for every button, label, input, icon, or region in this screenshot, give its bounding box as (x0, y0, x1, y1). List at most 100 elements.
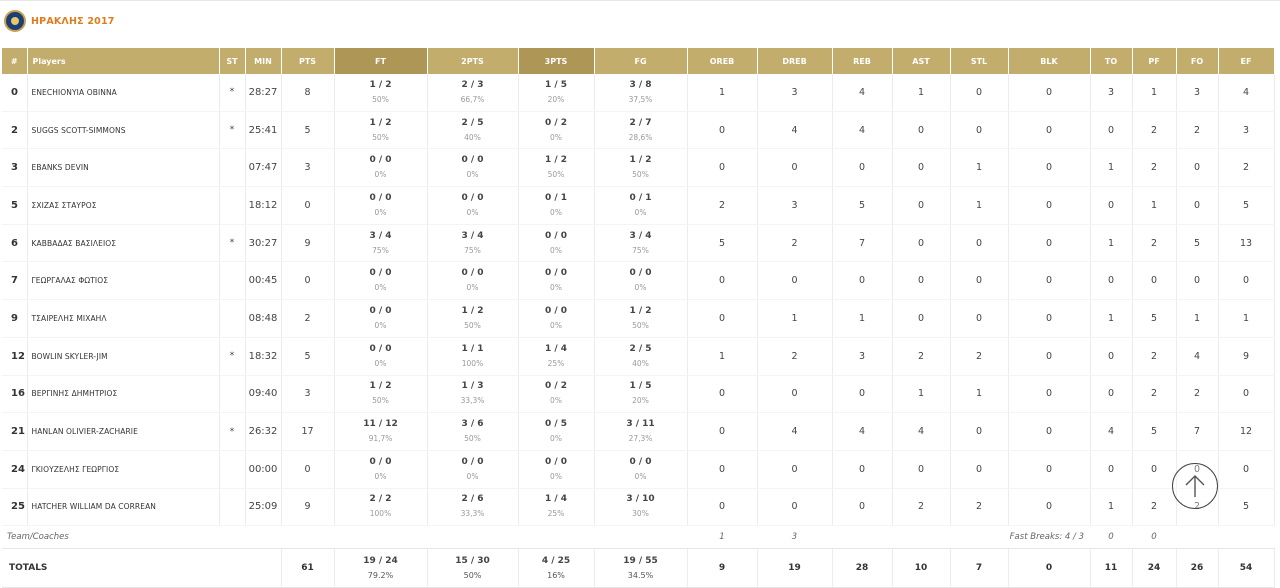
two-pointers: 0 / 0 0% (427, 186, 519, 225)
blocks: 0 (1008, 224, 1091, 263)
player-row: 6 ΚΑΒΒΑΔΑΣ ΒΑΣΙΛΕΙΟΣ * 30:27 9 3 / 4 75% 3 / 4 7… (2, 224, 1275, 263)
three-pointers-pct: 0% (550, 320, 562, 330)
two-pointers-made: 3 / 6 (461, 419, 484, 430)
blocks: 0 (1008, 375, 1091, 414)
three-pointers-made: 0 / 0 (544, 305, 568, 316)
blocks: 0 (1008, 261, 1091, 301)
steals: 0 (950, 74, 1009, 112)
two-pointers: 2 / 3 66,7% (427, 74, 519, 112)
two-pointers-pct: 0% (466, 283, 479, 293)
three-pointers: 1 / 4 25% (518, 488, 595, 527)
totals-ft-pct: 79.2% (367, 570, 394, 580)
team-name[interactable]: ΗΡΑΚΛΗΣ 2017 (31, 16, 115, 27)
starter-mark (219, 148, 246, 188)
defensive-rebounds: 0 (757, 450, 833, 489)
player-name[interactable]: ΚΑΒΒΑΔΑΣ ΒΑΣΙΛΕΙΟΣ (27, 224, 220, 263)
totals-fg: 19 / 55 34.5% (594, 548, 688, 588)
efficiency: 9 (1218, 337, 1275, 376)
player-name[interactable]: HANLAN OLIVIER-ZACHARIE (27, 412, 220, 451)
points: 5 (281, 111, 335, 150)
free-throws: 2 / 2 100% (334, 488, 428, 527)
scroll-to-top-button[interactable] (1172, 463, 1218, 509)
field-goals-made: 2 / 5 (629, 343, 652, 354)
coaches-oreb: 1 (687, 525, 757, 550)
totals-ast: 10 (892, 548, 951, 588)
player-name[interactable]: EBANKS DEVIN (27, 148, 220, 188)
defensive-rebounds: 2 (757, 224, 833, 263)
turnovers: 0 (1090, 261, 1133, 301)
player-row: 2 SUGGS SCOTT-SIMMONS * 25:41 5 1 / 2 50% 2 / 5… (2, 111, 1275, 150)
team-crest-icon (4, 10, 26, 32)
field-goals: 0 / 0 0% (594, 450, 688, 489)
field-goals-pct: 50% (632, 320, 649, 330)
blocks: 0 (1008, 299, 1091, 338)
free-throws-pct: 0% (374, 170, 387, 180)
steals: 2 (950, 337, 1009, 376)
totals-2pts: 15 / 30 50% (427, 548, 519, 588)
free-throws: 1 / 2 50% (334, 74, 428, 112)
free-throws-made: 1 / 2 (369, 381, 392, 392)
two-pointers-made: 2 / 6 (461, 494, 484, 505)
minutes: 07:47 (245, 148, 282, 188)
rebounds: 0 (832, 261, 893, 301)
defensive-rebounds: 4 (757, 412, 833, 451)
field-goals-pct: 75% (632, 245, 649, 255)
player-name[interactable]: SUGGS SCOTT-SIMMONS (27, 111, 220, 150)
minutes: 00:45 (245, 261, 282, 301)
two-pointers-made: 3 / 4 (461, 230, 484, 241)
fouls-drawn: 4 (1176, 337, 1219, 376)
totals-fo: 26 (1176, 548, 1219, 588)
team-coaches-row: Team/Coaches 1 3 Fast Breaks: 4 / 3 0 0 (2, 525, 1274, 550)
field-goals-pct: 27,3% (628, 434, 653, 444)
field-goals-made: 1 / 5 (629, 381, 652, 392)
offensive-rebounds: 0 (687, 111, 758, 150)
three-pointers-pct: 25% (547, 509, 565, 519)
minutes: 25:09 (245, 488, 282, 527)
player-name[interactable]: BOWLIN SKYLER-JIM (27, 337, 220, 376)
efficiency: 2 (1218, 148, 1275, 188)
three-pointers: 1 / 4 25% (518, 337, 595, 376)
totals-ft: 19 / 24 79.2% (334, 548, 428, 588)
rebounds: 4 (832, 412, 893, 451)
field-goals-made: 3 / 10 (626, 494, 655, 505)
player-number: 9 (2, 299, 28, 338)
player-name[interactable]: HATCHER WILLIAM DA CORREAN (27, 488, 220, 527)
totals-reb: 28 (832, 548, 893, 588)
three-pointers-made: 0 / 0 (544, 268, 568, 279)
field-goals-pct: 40% (632, 358, 649, 368)
personal-fouls: 5 (1132, 299, 1177, 338)
defensive-rebounds: 0 (757, 261, 833, 301)
three-pointers: 0 / 5 0% (518, 412, 595, 451)
totals-ft-made: 19 / 24 (363, 555, 398, 566)
field-goals-made: 3 / 4 (629, 230, 652, 241)
player-name[interactable]: ΓΕΩΡΓΑΛΑΣ ΦΩΤΙΟΣ (27, 261, 220, 301)
totals-oreb: 9 (687, 548, 758, 588)
free-throws: 11 / 12 91,7% (334, 412, 428, 451)
totals-stl: 7 (950, 548, 1009, 588)
field-goals: 1 / 2 50% (594, 299, 688, 338)
steals: 0 (950, 412, 1009, 451)
player-name[interactable]: ΤΣΑΙΡΕΛΗΣ ΜΙΧΑΗΛ (27, 299, 220, 338)
steals: 0 (950, 224, 1009, 263)
free-throws-made: 0 / 0 (369, 343, 392, 354)
defensive-rebounds: 4 (757, 111, 833, 150)
player-number: 0 (2, 74, 28, 112)
player-name[interactable]: ΣΧΙΖΑΣ ΣΤΑΥΡΟΣ (27, 186, 220, 225)
player-name[interactable]: ΒΕΡΓΙΝΗΣ ΔΗΜΗΤΡΙΟΣ (27, 375, 220, 414)
player-name[interactable]: ENECHIONYIA OBINNA (27, 74, 220, 112)
two-pointers-pct: 0% (466, 170, 479, 180)
box-score-table: # Players ST MIN PTS FT 2PTS 3PTS FG ORE… (2, 48, 1275, 588)
col-header-ft: FT (334, 48, 428, 74)
col-header-stl: STL (950, 48, 1009, 74)
turnovers: 1 (1090, 148, 1133, 188)
starter-mark (219, 450, 246, 489)
two-pointers-pct: 0% (466, 207, 479, 217)
player-number: 21 (2, 412, 28, 451)
assists: 2 (892, 488, 951, 527)
two-pointers: 0 / 0 0% (427, 261, 519, 301)
player-number: 3 (2, 148, 28, 188)
player-name[interactable]: ΓΚΙΟΥΖΕΛΗΣ ΓΕΩΡΓΙΟΣ (27, 450, 220, 489)
